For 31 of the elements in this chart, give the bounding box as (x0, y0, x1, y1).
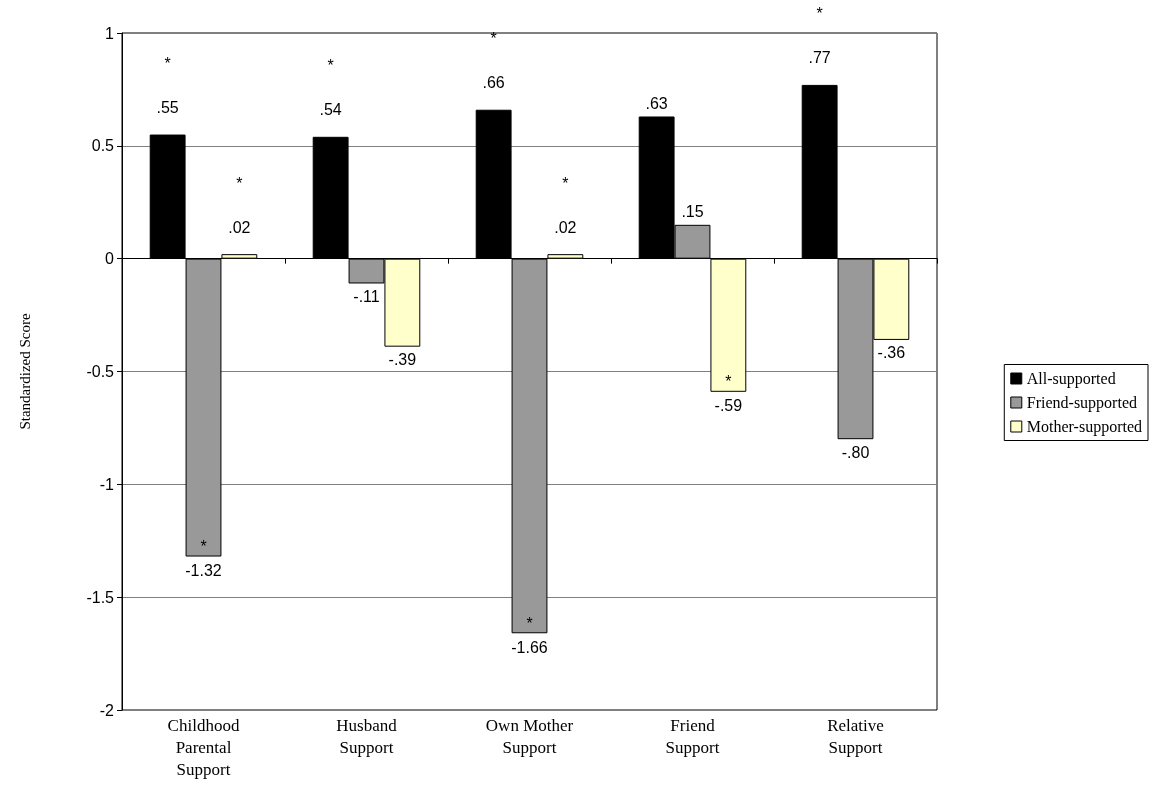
y-tick-label: -1.5 (86, 588, 115, 606)
data-label: * -.59 (714, 373, 743, 415)
data-label: .63 (645, 95, 668, 112)
y-axis-title: Standardized Score (16, 313, 33, 430)
data-label: * -1.32 (185, 538, 222, 580)
x-tick-label: Relative Support (827, 715, 884, 757)
text: * .55 (156, 55, 179, 117)
y-tick-label: 1 (105, 24, 115, 42)
data-label: -.80 (841, 443, 870, 461)
x-tick-label: Childhood Parental Support (167, 715, 240, 779)
legend-label: Mother-supported (1026, 418, 1143, 436)
data-label: -.11 (353, 287, 380, 305)
y-tick-label: 0 (105, 250, 115, 268)
x-tick-label: Friend Support (665, 715, 720, 757)
x-tick-label: Own Mother Support (485, 715, 574, 757)
y-tick-label: -2 (99, 701, 115, 719)
text: * .02 (554, 174, 577, 236)
data-label: -.36 (877, 344, 906, 362)
data-label: * -1.66 (511, 614, 548, 656)
text: * .77 (808, 5, 831, 67)
text: * .54 (319, 57, 342, 119)
data-label: .15 (681, 203, 704, 221)
legend-label: Friend-supported (1026, 394, 1137, 412)
text: * .02 (228, 174, 251, 236)
data-label: -.39 (388, 351, 417, 369)
y-tick-label: -1 (99, 475, 115, 493)
text: * .66 (482, 30, 505, 92)
legend-label: All-supported (1026, 370, 1116, 388)
x-tick-label: Husband Support (336, 715, 398, 757)
y-tick-label: -0.5 (86, 363, 115, 380)
y-tick-label: 0.5 (91, 137, 115, 155)
